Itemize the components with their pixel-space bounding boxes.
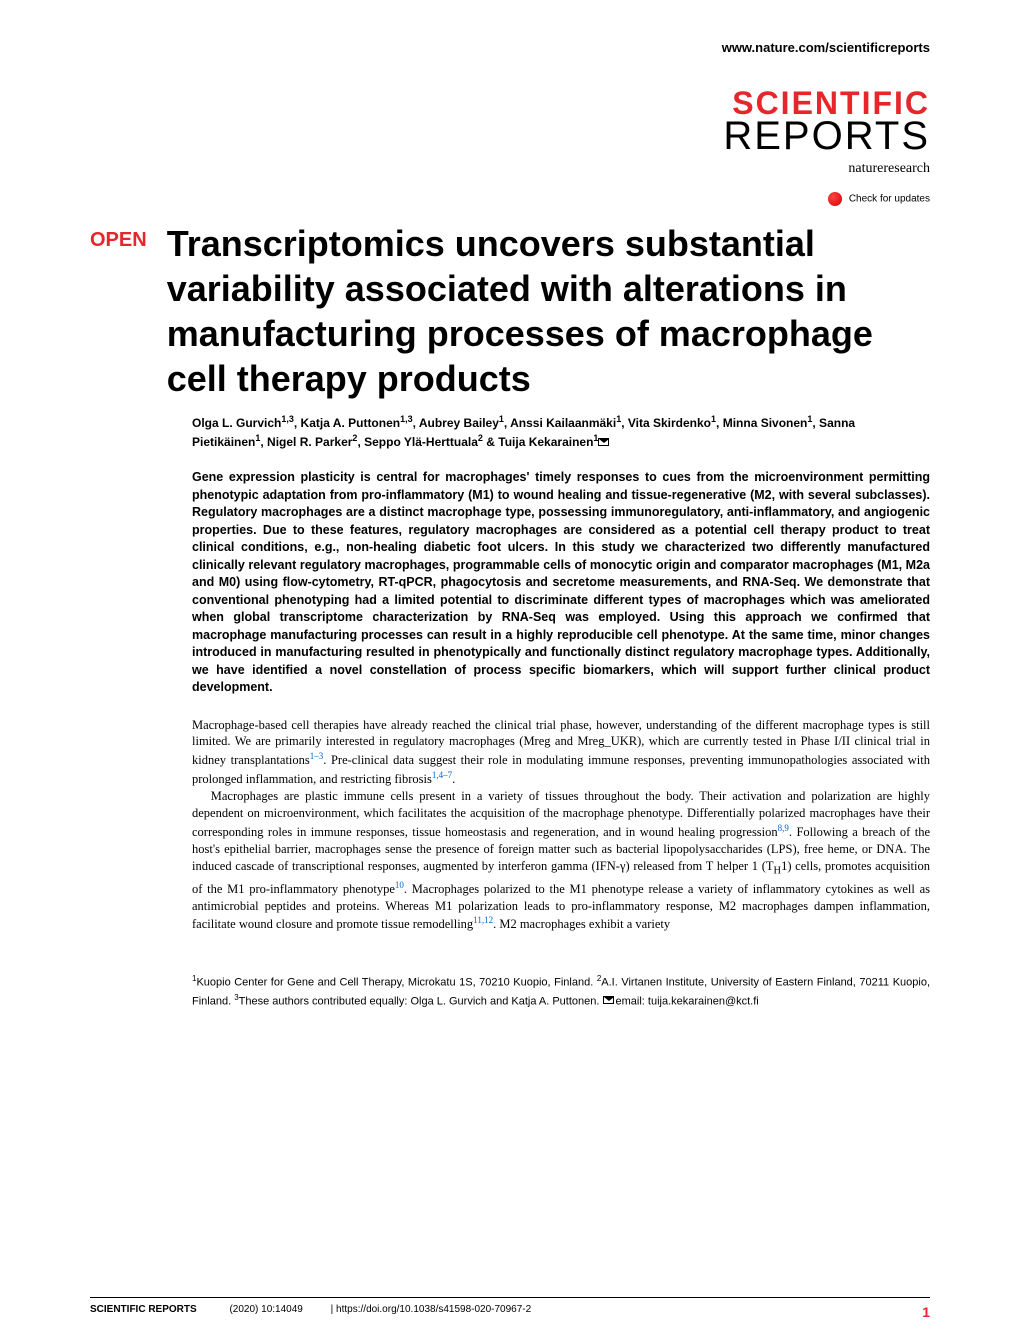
journal-url: www.nature.com/scientificreports [90,40,930,55]
footer-doi: | https://doi.org/10.1038/s41598-020-709… [331,1304,532,1315]
author-list: Olga L. Gurvich1,3, Katja A. Puttonen1,3… [192,413,930,451]
paragraph-1-end: . [452,772,455,786]
logo-reports: REPORTS [90,114,930,159]
abstract: Gene expression plasticity is central fo… [192,469,930,697]
paragraph-2-end: . M2 macrophages exhibit a variety [493,918,670,932]
footer-journal: SCIENTIFIC REPORTS [90,1304,197,1315]
check-updates-button[interactable]: Check for updates [90,192,930,206]
citation-ref[interactable]: 1–3 [310,751,324,761]
footer-citation: (2020) 10:14049 [229,1304,302,1315]
check-updates-label: Check for updates [849,194,930,205]
citation-ref[interactable]: 8,9 [778,823,789,833]
check-updates-icon [828,192,842,206]
citation-ref[interactable]: 1,4–7 [432,770,452,780]
page-footer: SCIENTIFIC REPORTS (2020) 10:14049 | htt… [90,1297,930,1320]
citation-ref[interactable]: 10 [395,880,404,890]
journal-logo: SCIENTIFIC REPORTS natureresearch [90,85,930,177]
affiliations: 1Kuopio Center for Gene and Cell Therapy… [192,973,930,1009]
article-title: Transcriptomics uncovers substantial var… [167,221,930,401]
mail-icon [598,438,609,446]
mail-icon [603,996,614,1004]
citation-ref[interactable]: 11,12 [473,915,493,925]
logo-nature: natureresearch [90,161,930,177]
open-access-badge: OPEN [90,221,147,252]
subscript-h: H [774,865,782,876]
body-text: Macrophage-based cell therapies have alr… [192,717,930,934]
page-number: 1 [922,1304,930,1320]
